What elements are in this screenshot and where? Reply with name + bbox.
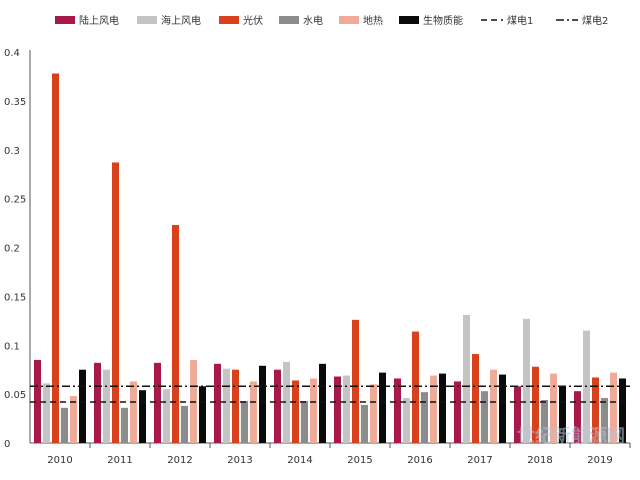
bar xyxy=(601,398,608,443)
legend-swatch xyxy=(55,16,75,24)
bar xyxy=(283,361,290,443)
bar xyxy=(61,407,68,443)
bar xyxy=(574,391,581,443)
y-tick-label: 0.3 xyxy=(4,146,20,157)
bar xyxy=(70,396,77,443)
bar xyxy=(154,362,161,443)
bar xyxy=(619,378,626,443)
bar xyxy=(550,373,557,443)
x-tick-label: 2011 xyxy=(107,455,132,466)
legend-label: 光伏 xyxy=(243,14,263,27)
bar xyxy=(112,162,119,443)
bar xyxy=(301,400,308,443)
bar xyxy=(343,375,350,443)
bar xyxy=(523,318,530,443)
bar xyxy=(79,369,86,443)
y-tick-label: 0.15 xyxy=(4,292,26,303)
bar xyxy=(163,389,170,443)
bar xyxy=(121,407,128,443)
bar xyxy=(172,225,179,443)
bar xyxy=(199,386,206,443)
bar xyxy=(223,368,230,443)
bar xyxy=(361,404,368,443)
bar xyxy=(34,359,41,443)
x-tick-label: 2019 xyxy=(587,455,612,466)
legend-label: 煤电2 xyxy=(582,14,608,27)
bar xyxy=(181,405,188,443)
bar xyxy=(250,381,257,443)
legend-label: 地热 xyxy=(363,14,383,27)
bar xyxy=(592,377,599,443)
y-tick-label: 0.4 xyxy=(4,48,20,59)
bar xyxy=(52,73,59,443)
bar xyxy=(472,354,479,443)
legend-label: 生物质能 xyxy=(423,14,463,27)
y-tick-label: 0 xyxy=(4,439,10,450)
bar xyxy=(403,398,410,443)
legend-label: 海上风电 xyxy=(161,14,201,27)
x-tick-label: 2014 xyxy=(287,455,312,466)
x-tick-label: 2013 xyxy=(227,455,252,466)
legend-swatch xyxy=(339,16,359,24)
bar xyxy=(454,381,461,443)
bar xyxy=(241,400,248,443)
bar xyxy=(559,386,566,443)
legend-swatch xyxy=(399,16,419,24)
bar xyxy=(139,390,146,443)
bar xyxy=(352,319,359,443)
bar xyxy=(421,392,428,443)
y-tick-label: 0.25 xyxy=(4,195,26,206)
bar xyxy=(94,362,101,443)
bar xyxy=(379,372,386,443)
legend-swatch xyxy=(219,16,239,24)
legend-swatch xyxy=(137,16,157,24)
bar xyxy=(514,386,521,443)
x-tick-label: 2012 xyxy=(167,455,192,466)
bar xyxy=(463,314,470,443)
bar xyxy=(310,378,317,443)
x-tick-label: 2018 xyxy=(527,455,552,466)
x-tick-label: 2016 xyxy=(407,455,432,466)
bar xyxy=(292,380,299,443)
bar xyxy=(394,378,401,443)
watermark-text: 世纪新能源网 xyxy=(517,425,625,447)
bar xyxy=(43,383,50,443)
bar xyxy=(334,376,341,443)
bar xyxy=(532,366,539,443)
legend-label: 水电 xyxy=(303,14,323,27)
bar xyxy=(412,331,419,443)
legend-swatch xyxy=(279,16,299,24)
bar xyxy=(430,375,437,443)
y-tick-label: 0.35 xyxy=(4,97,26,108)
bar xyxy=(319,363,326,443)
bar xyxy=(103,369,110,443)
bar xyxy=(481,391,488,443)
bar xyxy=(610,372,617,443)
bar xyxy=(274,369,281,443)
y-tick-label: 0.1 xyxy=(4,341,20,352)
bar xyxy=(490,369,497,443)
legend-label: 煤电1 xyxy=(507,14,533,27)
bar xyxy=(259,365,266,443)
x-tick-label: 2017 xyxy=(467,455,492,466)
legend-label: 陆上风电 xyxy=(79,14,119,27)
bar xyxy=(370,384,377,443)
x-tick-label: 2015 xyxy=(347,455,372,466)
bar xyxy=(130,381,137,443)
bar xyxy=(541,399,548,443)
bar xyxy=(214,363,221,443)
y-tick-label: 0.05 xyxy=(4,390,26,401)
bar xyxy=(439,373,446,443)
x-tick-label: 2010 xyxy=(47,455,72,466)
bar xyxy=(499,374,506,443)
bar xyxy=(232,369,239,443)
y-tick-label: 0.2 xyxy=(4,244,20,255)
